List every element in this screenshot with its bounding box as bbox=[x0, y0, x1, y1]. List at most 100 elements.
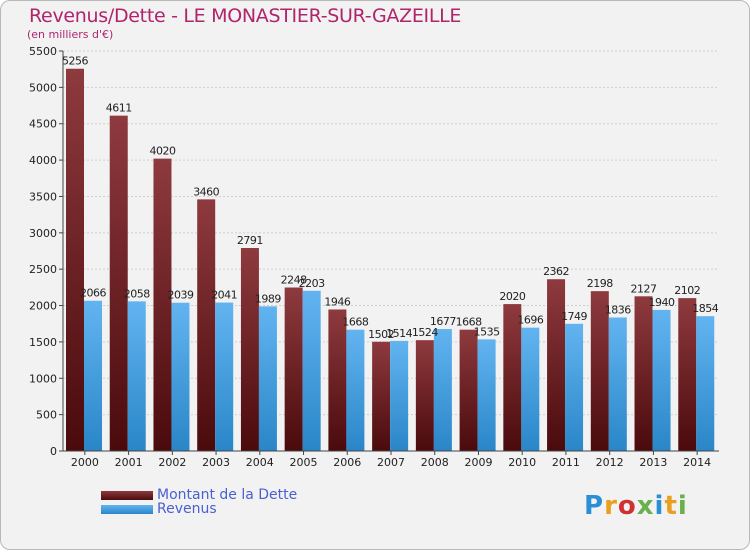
bar-revenue-2002 bbox=[171, 302, 190, 451]
bar-revenue-2001 bbox=[127, 301, 146, 451]
x-tick-label-2010: 2010 bbox=[508, 456, 536, 469]
data-label-revenue-2014: 1854 bbox=[692, 302, 718, 315]
data-label-revenue-2009: 1535 bbox=[474, 325, 500, 338]
data-label-debt-2008: 1524 bbox=[412, 326, 438, 339]
chart-subtitle: (en milliers d'€) bbox=[27, 28, 114, 41]
data-label-debt-2004: 2791 bbox=[237, 234, 263, 247]
data-label-revenue-2006: 1668 bbox=[342, 316, 368, 329]
bar-debt-2010 bbox=[503, 304, 522, 451]
bar-debt-2007 bbox=[372, 341, 391, 451]
data-label-revenue-2004: 1989 bbox=[255, 292, 281, 305]
y-tick-label-500: 500 bbox=[36, 409, 57, 422]
data-label-revenue-2012: 1836 bbox=[605, 303, 631, 316]
data-label-debt-2014: 2102 bbox=[674, 284, 700, 297]
data-label-debt-2010: 2020 bbox=[499, 290, 525, 303]
bar-revenue-2013 bbox=[652, 309, 671, 451]
y-tick-label-0: 0 bbox=[50, 445, 57, 458]
bar-debt-2014 bbox=[678, 298, 697, 451]
x-tick-label-2008: 2008 bbox=[421, 456, 449, 469]
bar-debt-2005 bbox=[284, 287, 303, 451]
legend-item-revenue: Revenus bbox=[101, 501, 217, 517]
bar-debt-2004 bbox=[240, 248, 259, 451]
data-label-debt-2006: 1946 bbox=[324, 295, 350, 308]
bar-debt-2008 bbox=[415, 340, 434, 451]
bar-debt-2002 bbox=[153, 158, 172, 452]
data-label-debt-2009: 1668 bbox=[456, 316, 482, 329]
bar-debt-2013 bbox=[634, 296, 653, 451]
legend-swatch-revenue bbox=[101, 504, 153, 514]
x-tick-label-2012: 2012 bbox=[596, 456, 624, 469]
x-tick-label-2014: 2014 bbox=[683, 456, 711, 469]
x-tick-label-2002: 2002 bbox=[158, 456, 186, 469]
x-tick-label-2005: 2005 bbox=[290, 456, 318, 469]
x-tick-label-2011: 2011 bbox=[552, 456, 580, 469]
y-tick-label-1500: 1500 bbox=[29, 336, 57, 349]
logo-letter: o bbox=[617, 491, 637, 521]
logo-letter: i bbox=[677, 491, 688, 521]
label-layer: 5256 2066 4611 2058 4020 2039 3460 2041 2791 1989… bbox=[62, 55, 719, 341]
data-label-debt-2005: 2248 bbox=[281, 274, 307, 287]
bar-revenue-2010 bbox=[521, 327, 540, 451]
x-tick-label-2006: 2006 bbox=[333, 456, 361, 469]
axis-layer: 0 500 1000 1500 2000 2500 3000 3500 4000 4500 5000… bbox=[29, 45, 719, 469]
bar-debt-2001 bbox=[109, 115, 128, 452]
data-label-revenue-2001: 2058 bbox=[124, 287, 150, 300]
x-tick-label-2009: 2009 bbox=[464, 456, 492, 469]
data-label-revenue-2013: 1940 bbox=[649, 296, 675, 309]
bar-revenue-2009 bbox=[477, 339, 496, 451]
legend-label-debt: Montant de la Dette bbox=[157, 487, 298, 503]
data-label-debt-2013: 2127 bbox=[631, 282, 657, 295]
data-label-debt-2000: 5256 bbox=[62, 55, 88, 68]
bar-revenue-2003 bbox=[215, 302, 234, 451]
data-label-debt-2001: 4611 bbox=[106, 102, 132, 115]
data-label-revenue-2008: 1677 bbox=[430, 315, 456, 328]
data-label-revenue-2000: 2066 bbox=[80, 287, 106, 300]
x-tick-label-2003: 2003 bbox=[202, 456, 230, 469]
data-label-revenue-2011: 1749 bbox=[561, 310, 587, 323]
bar-debt-2011 bbox=[547, 279, 566, 451]
y-tick-label-1000: 1000 bbox=[29, 372, 57, 385]
x-tick-label-2004: 2004 bbox=[246, 456, 274, 469]
data-label-debt-2011: 2362 bbox=[543, 265, 569, 278]
x-tick-label-2000: 2000 bbox=[71, 456, 99, 469]
bar-revenue-2008 bbox=[433, 329, 452, 451]
bar-debt-2009 bbox=[459, 329, 478, 451]
bar-revenue-2006 bbox=[346, 329, 365, 451]
data-label-revenue-2005: 2203 bbox=[299, 277, 325, 290]
y-tick-label-4000: 4000 bbox=[29, 154, 57, 167]
bar-debt-2000 bbox=[66, 68, 84, 451]
bar-revenue-2007 bbox=[390, 340, 409, 451]
logo-letter: P bbox=[584, 491, 605, 521]
data-label-debt-2012: 2198 bbox=[587, 277, 613, 290]
data-label-revenue-2002: 2039 bbox=[167, 289, 193, 302]
data-label-revenue-2010: 1696 bbox=[517, 314, 543, 327]
bar-revenue-2000 bbox=[84, 300, 102, 451]
y-tick-label-3000: 3000 bbox=[29, 227, 57, 240]
data-label-revenue-2003: 2041 bbox=[211, 289, 237, 302]
y-tick-label-2000: 2000 bbox=[29, 300, 57, 313]
bar-revenue-2012 bbox=[608, 317, 627, 451]
x-tick-label-2007: 2007 bbox=[377, 456, 405, 469]
bar-revenue-2014 bbox=[696, 316, 715, 451]
y-tick-label-4500: 4500 bbox=[29, 118, 57, 131]
logo-letter: i bbox=[654, 491, 665, 521]
x-tick-label-2013: 2013 bbox=[639, 456, 667, 469]
legend-label-revenue: Revenus bbox=[157, 501, 217, 517]
y-tick-label-2500: 2500 bbox=[29, 263, 57, 276]
y-tick-label-3500: 3500 bbox=[29, 190, 57, 203]
logo-letter: x bbox=[636, 491, 655, 521]
logo-letter: r bbox=[604, 491, 618, 521]
chart-title: Revenus/Dette - LE MONASTIER-SUR-GAZEILL… bbox=[29, 5, 462, 27]
legend-swatch-debt bbox=[101, 490, 153, 500]
bar-layer bbox=[66, 68, 715, 452]
x-tick-label-2001: 2001 bbox=[115, 456, 143, 469]
bar-debt-2012 bbox=[590, 291, 609, 451]
data-label-debt-2007: 1502 bbox=[368, 328, 394, 341]
bar-revenue-2011 bbox=[565, 323, 584, 451]
y-tick-label-5500: 5500 bbox=[29, 45, 57, 58]
data-label-debt-2003: 3460 bbox=[193, 185, 219, 198]
legend-item-debt: Montant de la Dette bbox=[101, 487, 298, 503]
y-tick-label-5000: 5000 bbox=[29, 81, 57, 94]
data-label-debt-2002: 4020 bbox=[149, 145, 175, 158]
bar-revenue-2005 bbox=[302, 290, 321, 451]
